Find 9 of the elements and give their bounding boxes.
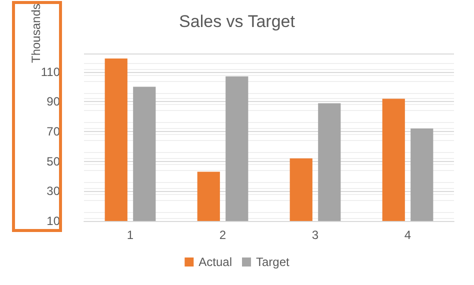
x-tick-label: 3 xyxy=(312,228,319,242)
x-tick-label: 1 xyxy=(126,228,134,242)
x-tick-label: 4 xyxy=(404,228,412,242)
chart-title: Sales vs Target xyxy=(179,12,296,31)
legend-label: Target xyxy=(256,255,290,269)
y-axis-title: Thousands xyxy=(29,4,43,63)
legend-label: Actual xyxy=(198,255,232,269)
x-tick-label: 2 xyxy=(219,228,226,242)
y-tick-label: 110 xyxy=(40,64,60,79)
